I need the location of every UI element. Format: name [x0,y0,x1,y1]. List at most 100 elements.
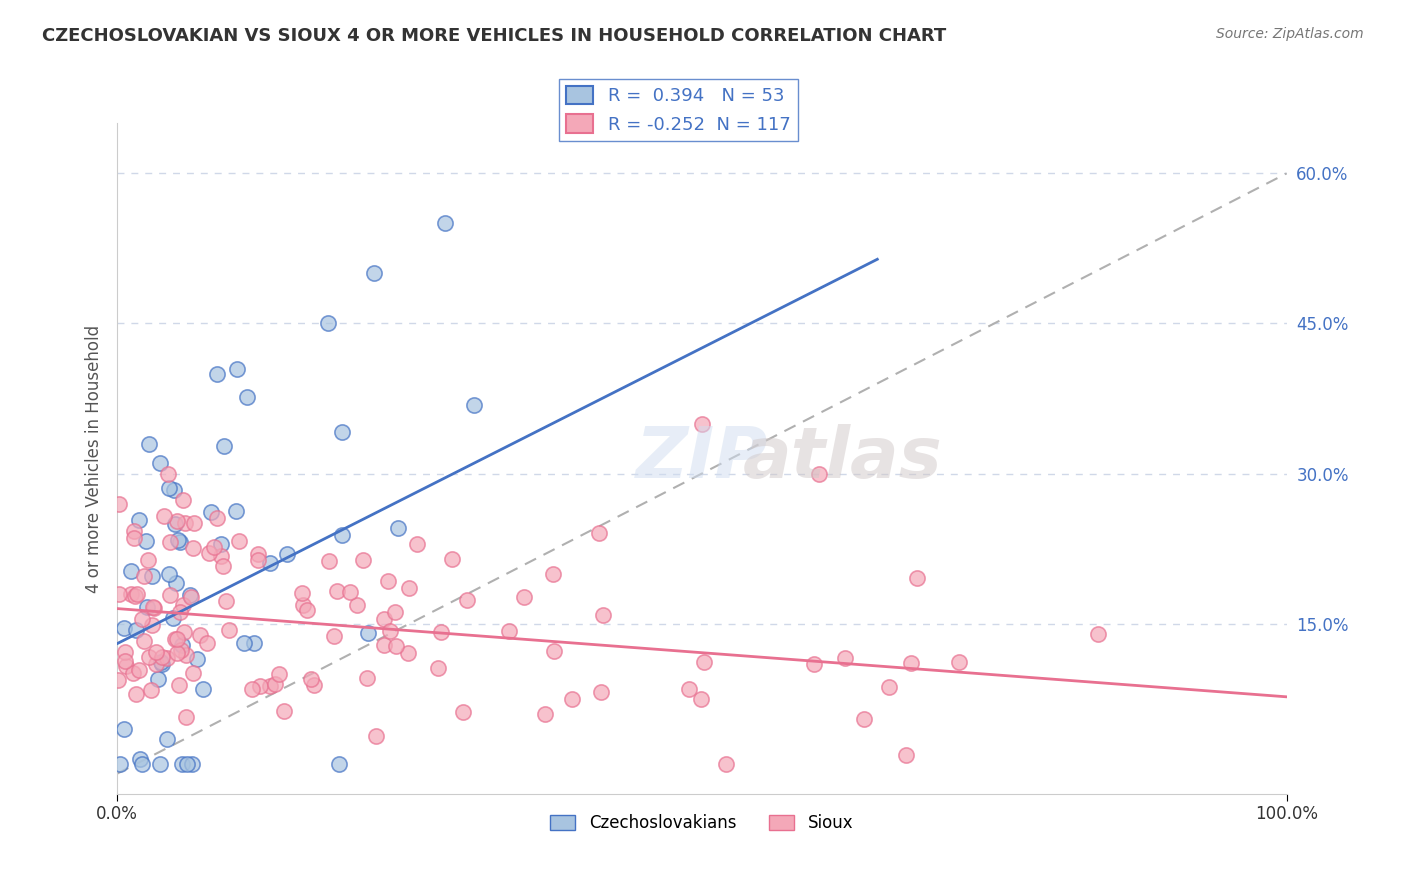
Point [330,425,353,440]
Point [356,626,378,640]
Point [212,439,235,453]
Point [124,589,146,603]
Text: CZECHOSLOVAKIAN VS SIOUX 4 OR MORE VEHICLES IN HOUSEHOLD CORRELATION CHART: CZECHOSLOVAKIAN VS SIOUX 4 OR MORE VEHIC… [42,27,946,45]
Point [352,553,374,567]
Text: ZIP: ZIP [636,424,768,493]
Point [149,756,172,771]
Point [150,657,173,671]
Point [398,582,420,596]
Point [163,517,186,532]
Point [157,482,180,496]
Point [204,540,226,554]
Point [141,617,163,632]
Point [125,623,148,637]
Point [803,657,825,671]
Point [150,650,173,665]
Point [120,564,142,578]
Point [456,592,478,607]
Point [215,594,238,608]
Point [152,508,174,523]
Point [405,537,427,551]
Point [156,467,179,482]
Point [807,467,830,481]
Point [302,677,325,691]
Point [138,437,160,451]
Point [180,756,202,771]
Point [163,632,186,647]
Point [339,585,361,599]
Point [463,398,485,412]
Point [356,671,378,685]
Point [114,645,136,659]
Point [176,648,198,662]
Point [122,524,145,539]
Point [142,600,165,615]
Point [900,656,922,670]
Point [172,598,194,612]
Point [299,672,322,686]
Point [328,756,350,771]
Point [159,535,181,549]
Text: Source: ZipAtlas.com: Source: ZipAtlas.com [1216,27,1364,41]
Point [173,625,195,640]
Point [690,417,713,431]
Point [243,636,266,650]
Point [561,691,583,706]
Point [107,673,129,687]
Point [690,692,713,706]
Point [169,643,191,657]
Point [877,680,900,694]
Point [166,514,188,528]
Y-axis label: 4 or more Vehicles in Household: 4 or more Vehicles in Household [86,325,103,592]
Point [896,747,918,762]
Point [396,646,419,660]
Point [228,534,250,549]
Point [427,661,450,675]
Point [156,651,179,665]
Point [218,624,240,638]
Point [114,659,136,673]
Point [166,646,188,660]
Text: atlas: atlas [742,424,942,493]
Point [180,591,202,605]
Point [181,541,204,555]
Point [232,635,254,649]
Point [131,612,153,626]
Point [172,639,194,653]
Point [122,665,145,680]
Point [440,552,463,566]
Point [326,583,349,598]
Point [236,390,259,404]
Point [226,361,249,376]
Point [157,566,180,581]
Point [592,608,614,623]
Point [588,526,610,541]
Point [162,610,184,624]
Point [176,756,198,771]
Point [174,516,197,530]
Point [142,600,165,615]
Point [678,682,700,697]
Point [209,549,232,563]
Point [205,510,228,524]
Point [852,712,875,726]
Point [240,681,263,696]
Point [183,516,205,530]
Point [170,756,193,771]
Point [198,546,221,560]
Point [534,706,557,721]
Point [174,710,197,724]
Point [128,513,150,527]
Point [145,644,167,658]
Point [156,731,179,746]
Point [291,585,314,599]
Point [541,567,564,582]
Point [714,756,737,771]
Point [112,621,135,635]
Point [131,756,153,771]
Point [181,666,204,681]
Point [249,679,271,693]
Point [591,685,613,699]
Point [149,456,172,470]
Point [693,655,716,669]
